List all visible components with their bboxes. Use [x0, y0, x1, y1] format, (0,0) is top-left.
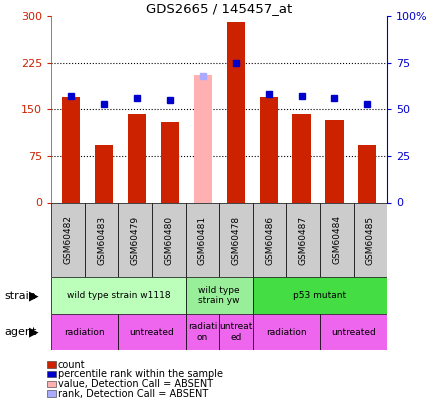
Bar — [152, 202, 186, 277]
Text: untreated: untreated — [331, 328, 376, 337]
Bar — [259, 97, 278, 202]
Text: wild type strain w1118: wild type strain w1118 — [67, 291, 170, 300]
Bar — [186, 202, 219, 277]
Text: GSM60481: GSM60481 — [198, 215, 207, 264]
Bar — [51, 314, 118, 350]
Bar — [161, 122, 179, 202]
Text: GSM60486: GSM60486 — [265, 215, 274, 264]
Bar — [51, 277, 186, 314]
Bar — [51, 202, 85, 277]
Bar — [194, 75, 212, 202]
Bar — [128, 114, 146, 202]
Text: value, Detection Call = ABSENT: value, Detection Call = ABSENT — [58, 379, 213, 389]
Text: GSM60478: GSM60478 — [231, 215, 240, 264]
Title: GDS2665 / 145457_at: GDS2665 / 145457_at — [146, 2, 292, 15]
Bar — [219, 314, 253, 350]
Text: radiation: radiation — [65, 328, 105, 337]
Bar — [253, 277, 387, 314]
Text: GSM60487: GSM60487 — [299, 215, 307, 264]
Text: GSM60484: GSM60484 — [332, 215, 341, 264]
Text: agent: agent — [4, 327, 37, 337]
Text: untreat
ed: untreat ed — [219, 322, 253, 342]
Bar — [320, 202, 354, 277]
Bar — [353, 202, 387, 277]
Text: GSM60479: GSM60479 — [131, 215, 140, 264]
Bar — [118, 202, 152, 277]
Text: GSM60480: GSM60480 — [164, 215, 173, 264]
Text: untreated: untreated — [129, 328, 174, 337]
Text: wild type
strain yw: wild type strain yw — [198, 286, 240, 305]
Bar — [253, 314, 320, 350]
Text: GSM60485: GSM60485 — [366, 215, 375, 264]
Text: rank, Detection Call = ABSENT: rank, Detection Call = ABSENT — [58, 389, 208, 399]
Bar — [118, 314, 186, 350]
Bar — [186, 314, 219, 350]
Bar — [320, 314, 387, 350]
Bar — [287, 202, 320, 277]
Bar — [325, 120, 344, 202]
Text: ▶: ▶ — [28, 326, 38, 339]
Bar — [95, 145, 113, 202]
Text: GSM60483: GSM60483 — [97, 215, 106, 264]
Text: GSM60482: GSM60482 — [64, 215, 73, 264]
Text: count: count — [58, 360, 85, 369]
Bar — [358, 145, 376, 202]
Text: ▶: ▶ — [28, 289, 38, 302]
Bar — [62, 97, 80, 202]
Text: radiation: radiation — [266, 328, 307, 337]
Bar — [219, 202, 253, 277]
Bar — [292, 114, 311, 202]
Bar — [85, 202, 118, 277]
Text: strain: strain — [4, 291, 36, 301]
Text: percentile rank within the sample: percentile rank within the sample — [58, 369, 223, 379]
Bar — [253, 202, 287, 277]
Text: radiati
on: radiati on — [188, 322, 217, 342]
Bar — [227, 22, 245, 202]
Text: p53 mutant: p53 mutant — [293, 291, 347, 300]
Bar — [186, 277, 253, 314]
